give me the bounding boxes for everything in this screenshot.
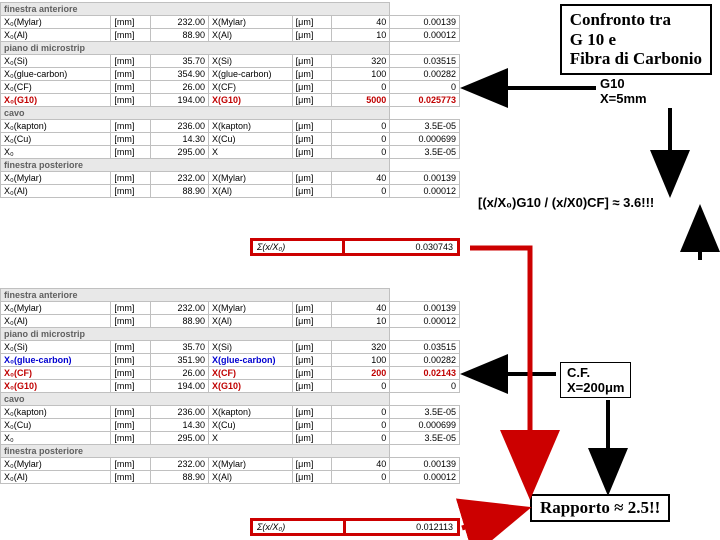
table-row-g10: X₀(G10)[mm]194.00 X(G10)[μm]50000.025773 <box>1 94 460 107</box>
section-header: cavo <box>1 393 390 406</box>
title-box: Confronto tra G 10 e Fibra di Carbonio <box>560 4 712 75</box>
title-line: G 10 e <box>570 30 616 49</box>
section-header: finestra anteriore <box>1 289 390 302</box>
title-line: Fibra di Carbonio <box>570 49 702 68</box>
table-row: X₀(Al)[mm]88.90 X(Al)[μm]00.00012 <box>1 185 460 198</box>
section-header: finestra posteriore <box>1 159 390 172</box>
table-row: X₀(Mylar)[mm]232.00 X(Mylar)[μm]400.0013… <box>1 16 460 29</box>
table-row: X₀(Al)[mm]88.90 X(Al)[μm]00.00012 <box>1 471 460 484</box>
table-row: X₀(Al)[mm]88.90 X(Al)[μm]100.00012 <box>1 315 460 328</box>
g10-annotation: G10 X=5mm <box>600 76 647 106</box>
annot-line: C.F. <box>567 365 590 380</box>
table-row: X₀(G10)[mm]194.00 X(G10)[μm]00 <box>1 380 460 393</box>
section-header: cavo <box>1 107 390 120</box>
table-row: X₀(Mylar)[mm]232.00 X(Mylar)[μm]400.0013… <box>1 172 460 185</box>
annot-line: G10 <box>600 76 625 91</box>
ratio-formula: [(x/X₀)G10 / (x/X0)CF] ≈ 3.6!!! <box>478 195 654 210</box>
table-row: X₀(glue-carbon)[mm]354.90 X(glue-carbon)… <box>1 68 460 81</box>
sum-row-top: Σ(x/X₀)0.030743 <box>250 238 460 256</box>
title-line: Confronto tra <box>570 10 671 29</box>
bottom-spreadsheet: finestra anteriore X₀(Mylar)[mm]232.00 X… <box>0 288 460 484</box>
arrow-red-connector <box>470 248 530 490</box>
section-header: finestra anteriore <box>1 3 390 16</box>
table-row: X₀(Al)[mm]88.90 X(Al)[μm]100.00012 <box>1 29 460 42</box>
arrow-red-to-rapporto <box>462 510 522 528</box>
table-row: X₀(kapton)[mm]236.00 X(kapton)[μm]03.5E-… <box>1 120 460 133</box>
table-row: X₀(Cu)[mm]14.30 X(Cu)[μm]00.000699 <box>1 419 460 432</box>
annot-line: X=200μm <box>567 380 624 395</box>
table-row: X₀[mm]295.00 X[μm]03.5E-05 <box>1 146 460 159</box>
table-row: X₀(Si)[mm]35.70 X(Si)[μm]3200.03515 <box>1 55 460 68</box>
table-row: X₀(CF)[mm]26.00 X(CF)[μm]00 <box>1 81 460 94</box>
section-header: piano di microstrip <box>1 328 390 341</box>
sum-row-bottom: Σ(x/X₀)0.012113 <box>250 518 460 536</box>
table-row: X₀[mm]295.00 X[μm]03.5E-05 <box>1 432 460 445</box>
section-header: finestra posteriore <box>1 445 390 458</box>
annot-line: X=5mm <box>600 91 647 106</box>
table-row: X₀(Mylar)[mm]232.00 X(Mylar)[μm]400.0013… <box>1 458 460 471</box>
rapporto-box: Rapporto ≈ 2.5!! <box>530 494 670 522</box>
table-row: X₀(Si)[mm]35.70 X(Si)[μm]3200.03515 <box>1 341 460 354</box>
table-row: X₀(kapton)[mm]236.00 X(kapton)[μm]03.5E-… <box>1 406 460 419</box>
top-spreadsheet: finestra anteriore X₀(Mylar)[mm]232.00 X… <box>0 2 460 198</box>
cf-annotation: C.F. X=200μm <box>560 362 631 398</box>
table-row: X₀(glue-carbon)[mm]351.90 X(glue-carbon)… <box>1 354 460 367</box>
table-row-cf: X₀(CF)[mm]26.00 X(CF)[μm]2000.02143 <box>1 367 460 380</box>
table-row: X₀(Cu)[mm]14.30 X(Cu)[μm]00.000699 <box>1 133 460 146</box>
section-header: piano di microstrip <box>1 42 390 55</box>
table-row: X₀(Mylar)[mm]232.00 X(Mylar)[μm]400.0013… <box>1 302 460 315</box>
